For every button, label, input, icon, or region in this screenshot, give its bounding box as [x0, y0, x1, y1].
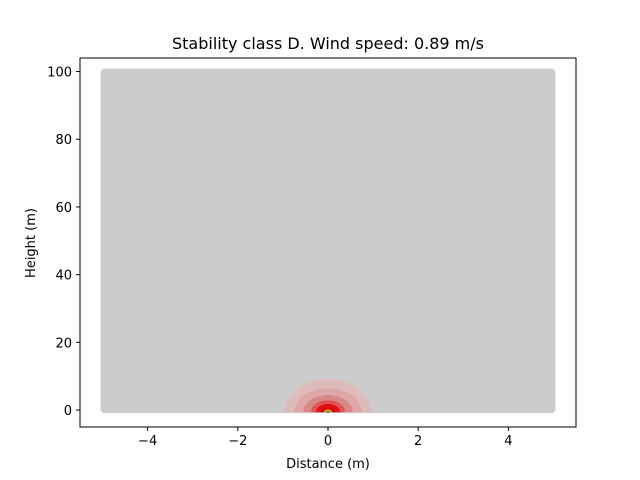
y-tick-label: 100: [47, 66, 72, 81]
plot-area: [79, 57, 577, 428]
x-tick-label: 0: [324, 434, 332, 449]
heatmap-background: [100, 68, 556, 414]
y-tick-label: 60: [55, 201, 72, 216]
x-tick-label: 4: [504, 434, 512, 449]
y-axis-label: Height (m): [24, 208, 39, 278]
x-tick-label: 2: [414, 434, 422, 449]
x-tick-label: −2: [228, 434, 247, 449]
plume-layers: [285, 378, 371, 413]
x-axis-label: Distance (m): [286, 457, 370, 472]
plume-layer-8: [326, 411, 330, 413]
y-tick-label: 80: [55, 133, 72, 148]
y-axis-ticks: 0 20 40 60 80 100: [47, 66, 80, 419]
x-tick-label: −4: [138, 434, 157, 449]
y-tick-label: 0: [64, 404, 72, 419]
chart-title: Stability class D. Wind speed: 0.89 m/s: [172, 34, 484, 53]
x-axis-ticks: −4 −2 0 2 4: [138, 427, 513, 449]
y-tick-label: 20: [55, 336, 72, 351]
y-tick-label: 40: [55, 269, 72, 284]
